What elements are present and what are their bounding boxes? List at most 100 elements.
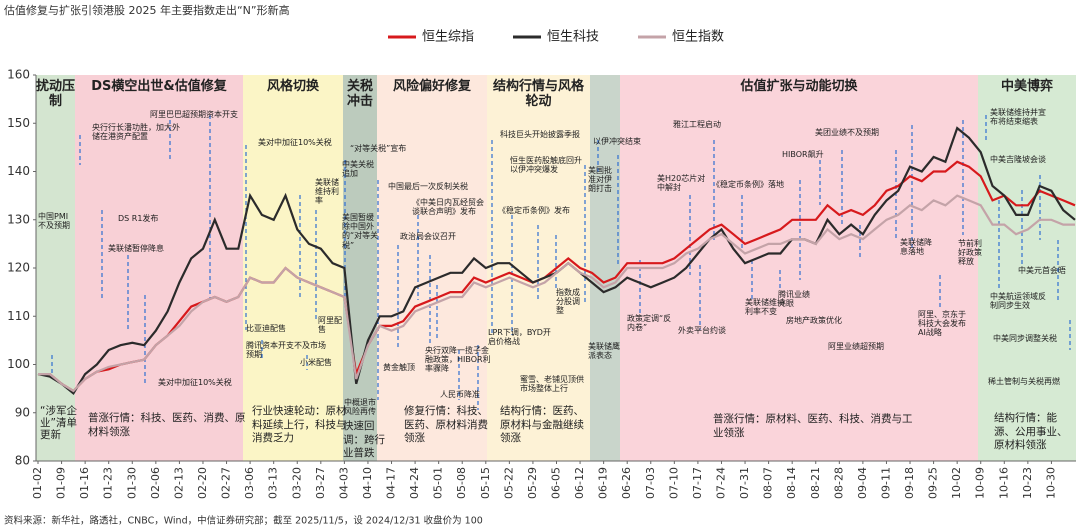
annotation: 政治局会议召开: [400, 232, 456, 241]
phase-note: 结构行情：能源、公用事业、原材料领涨: [994, 412, 1068, 452]
phase-band: [978, 75, 1076, 461]
annotation: LPR下调，BYD开启价格战: [488, 328, 551, 347]
x-tick-label: 09-18: [903, 467, 916, 499]
annotation: 美国批准对伊朗打击: [588, 166, 612, 194]
chart-title: 估值修复与扩张引领港股 2025 年主要指数走出“N”形新高: [4, 3, 290, 17]
y-tick-label: 120: [7, 261, 30, 275]
annotation: 美联储维持并宣布将结束缩表: [990, 108, 1046, 127]
annotation: 中国最后一次反制关税: [388, 182, 468, 191]
phase-title: 风格切换: [266, 79, 319, 94]
annotation: DS R1发布: [118, 214, 159, 223]
phase-note: 快速回调：跨行业普跌: [343, 420, 385, 460]
x-tick-label: 08-28: [832, 467, 845, 499]
annotation: 节前利好政策释放: [958, 239, 982, 267]
annotation: 黄金触顶: [383, 363, 415, 372]
annotation: 美国暂缓除中国外的“对等关税”: [342, 213, 379, 250]
x-tick-label: 05-29: [526, 467, 539, 499]
annotation: 美联储暂停降息: [108, 244, 164, 253]
x-tick-label: 01-30: [125, 467, 138, 499]
annotation: 中国PMI不及预期: [38, 212, 70, 231]
phase-note: 普涨行情：科技、医药、消费、原材料领涨: [88, 412, 246, 438]
phase-note: 普涨行情：原材料、医药、科技、消费与工业领涨: [713, 413, 913, 439]
phase-title: 估值扩张与动能切换: [740, 79, 858, 94]
phase-band: [620, 75, 978, 461]
y-tick-label: 150: [7, 116, 30, 130]
phase-note: 结构行情：医药、原材料与金融继续领涨: [500, 405, 584, 445]
x-tick-label: 03-13: [267, 467, 280, 499]
x-tick-label: 04-24: [408, 467, 421, 499]
x-tick-label: 04-17: [385, 467, 398, 499]
annotation: 阿里业绩超预期: [828, 342, 884, 351]
x-tick-label: 07-10: [667, 467, 680, 499]
annotation: 美联储降息落地: [900, 238, 932, 257]
phase-title: 关税冲击: [346, 79, 373, 109]
annotation: 房地产政策优化: [786, 316, 842, 325]
x-tick-label: 01-02: [31, 467, 44, 499]
annotation: 央行双降一揽子金融政策，HIBOR利率骤降: [425, 346, 491, 374]
annotation: 蜜雪、老铺见顶供市场整体上行: [520, 375, 584, 394]
x-tick-label: 07-31: [738, 467, 751, 499]
x-tick-label: 02-13: [172, 467, 185, 499]
annotation: 政策定调“反内卷”: [627, 314, 672, 333]
phase-band: [36, 75, 75, 461]
annotation: 稀土管制与关税再燃: [988, 377, 1060, 386]
y-tick-label: 80: [15, 454, 30, 468]
annotation: “涉军企业”清单更新: [40, 405, 77, 442]
annotation: 中美吉隆坡会谈: [990, 155, 1046, 164]
source: 资料来源：新华社，路透社，CNBC，Wind，中信证券研究部；截至 2025/1…: [4, 515, 483, 527]
x-tick-label: 07-24: [714, 467, 727, 499]
annotation: 小米配售: [300, 358, 332, 367]
annotation: 中美同步调整关税: [993, 334, 1057, 343]
x-tick-label: 09-25: [927, 467, 940, 499]
annotation: 中概退市风险再传: [344, 398, 376, 417]
legend-label: 恒生综指: [422, 30, 474, 45]
y-tick-label: 90: [15, 405, 30, 419]
phase-band: [377, 75, 487, 461]
annotation: 央行行长潘功胜，加大外储在港资产配置: [92, 123, 180, 142]
annotation: 《中美日内瓦经贸会谈联合声明》发布: [412, 198, 484, 217]
x-tick-label: 09-04: [856, 467, 869, 499]
x-tick-label: 03-20: [290, 467, 303, 499]
annotation: “对等关税”宣布: [350, 144, 407, 153]
phase-title: 扰动压制: [36, 79, 76, 109]
x-tick-label: 08-21: [809, 467, 822, 499]
x-tick-label: 04-10: [361, 467, 374, 499]
annotation: 美H20芯片对中解封: [657, 174, 706, 193]
x-tick-label: 05-15: [479, 467, 492, 499]
x-tick-label: 10-30: [1044, 467, 1057, 499]
annotation: 美对中加征10%关税: [258, 138, 332, 147]
series-line: [38, 194, 1075, 393]
annotation: 美联储维持利率: [315, 178, 339, 206]
annotation: 比亚迪配售: [246, 324, 286, 333]
y-tick-label: 140: [7, 164, 30, 178]
x-tick-label: 03-06: [243, 467, 256, 499]
x-tick-label: 09-11: [879, 467, 892, 499]
annotation: 美联储维持利率不变: [745, 298, 785, 317]
x-tick-label: 02-27: [220, 467, 233, 499]
x-tick-label: 08-14: [785, 467, 798, 499]
annotation: 美团业绩不及预期: [815, 128, 879, 137]
x-tick-label: 01-16: [78, 467, 91, 499]
x-tick-label: 10-23: [1021, 467, 1034, 499]
phase-title: DS横空出世&估值修复: [91, 79, 227, 94]
x-tick-label: 06-19: [597, 467, 610, 499]
x-tick-label: 02-20: [196, 467, 209, 499]
y-tick-label: 130: [7, 212, 30, 226]
x-tick-label: 05-08: [455, 467, 468, 499]
annotation: 腾讯资本开支不及市场预期: [246, 341, 326, 360]
annotation: 恒生医药股触底回升以伊冲突爆发: [510, 156, 582, 175]
x-tick-label: 10-16: [997, 467, 1010, 499]
annotation: 中美元首会晤: [1018, 266, 1066, 275]
annotation: 指数成分股调整: [556, 288, 580, 316]
annotation: 中美航运领域反制同步生效: [990, 292, 1046, 311]
x-tick-label: 10-02: [950, 467, 963, 499]
phase-band: [343, 75, 377, 461]
x-tick-label: 05-22: [502, 467, 515, 499]
phase-band: [75, 75, 243, 461]
phase-title: 风险偏好修复: [392, 79, 471, 94]
x-tick-label: 02-06: [149, 467, 162, 499]
annotation: 美联储鹰派表态: [588, 342, 620, 361]
x-tick-label: 08-07: [762, 467, 775, 499]
annotation: 阿里、京东于科技大会发布AI战略: [918, 310, 966, 338]
